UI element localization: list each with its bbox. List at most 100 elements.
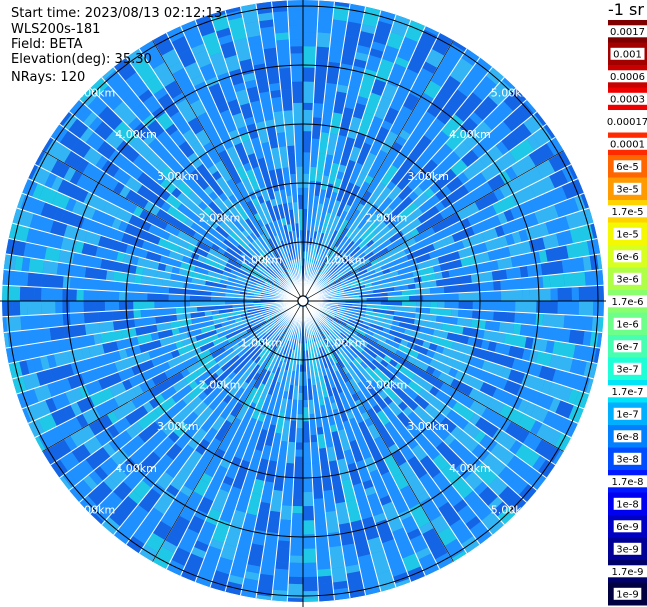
range-bin bbox=[363, 238, 384, 256]
range-bin bbox=[530, 404, 549, 424]
range-bin bbox=[328, 40, 344, 64]
range-bin bbox=[166, 205, 189, 224]
range-bin bbox=[487, 121, 513, 146]
range-bin bbox=[308, 413, 316, 422]
range-bin bbox=[265, 257, 272, 265]
range-bin bbox=[322, 329, 333, 343]
range-bin bbox=[92, 496, 119, 522]
range-bin bbox=[214, 448, 226, 459]
range-bin bbox=[142, 94, 162, 114]
range-bin bbox=[385, 249, 407, 264]
range-bin bbox=[128, 535, 145, 551]
field-label: Field: BETA bbox=[11, 37, 83, 52]
colorbar-label: 3e-8 bbox=[616, 454, 639, 465]
range-bin bbox=[451, 341, 474, 356]
range-bin bbox=[346, 184, 361, 207]
range-bin bbox=[437, 301, 445, 309]
range-bin bbox=[125, 189, 149, 209]
ray-gap bbox=[34, 303, 298, 439]
ray-gap bbox=[194, 306, 302, 583]
range-bin bbox=[28, 257, 45, 274]
range-bin bbox=[303, 407, 310, 422]
range-bin bbox=[398, 195, 414, 211]
range-bin bbox=[257, 253, 270, 266]
range-bin bbox=[235, 316, 257, 327]
range-bin bbox=[280, 353, 286, 362]
range-bin bbox=[523, 401, 536, 417]
ray-gap bbox=[303, 1, 335, 296]
range-bin bbox=[138, 488, 162, 513]
range-bin bbox=[524, 336, 534, 350]
range-bin bbox=[125, 244, 149, 259]
range-bin bbox=[42, 260, 59, 276]
range-bin bbox=[282, 340, 290, 355]
range-bin bbox=[310, 245, 318, 267]
range-bin bbox=[274, 345, 283, 360]
range-bin bbox=[250, 240, 263, 254]
range-bin bbox=[232, 466, 249, 490]
range-bin bbox=[280, 419, 291, 442]
range-bin bbox=[569, 224, 594, 244]
range-bin bbox=[314, 526, 329, 549]
range-bin bbox=[165, 443, 183, 461]
range-bin bbox=[344, 200, 360, 222]
range-bin bbox=[436, 106, 455, 125]
range-bin bbox=[497, 211, 508, 225]
range-bin bbox=[499, 177, 524, 199]
range-bin bbox=[204, 545, 222, 564]
range-bin bbox=[355, 318, 364, 324]
range-bin bbox=[396, 168, 417, 191]
range-bin bbox=[217, 350, 237, 368]
range-bin bbox=[113, 194, 138, 215]
range-bin bbox=[487, 410, 512, 433]
range-bin bbox=[260, 274, 268, 280]
range-bin bbox=[525, 222, 550, 241]
range-bin bbox=[177, 203, 199, 222]
range-bin bbox=[258, 501, 271, 511]
range-bin bbox=[546, 137, 564, 156]
range-bin bbox=[112, 309, 134, 321]
range-bin bbox=[309, 420, 318, 436]
range-bin bbox=[391, 449, 408, 467]
range-bin bbox=[272, 251, 279, 260]
range-bin bbox=[262, 339, 274, 353]
range-bin bbox=[211, 229, 226, 243]
range-bin bbox=[291, 245, 297, 260]
range-bin bbox=[383, 395, 393, 406]
range-bin bbox=[167, 431, 180, 444]
range-bin bbox=[345, 372, 354, 381]
range-bin bbox=[567, 164, 578, 181]
range-bin bbox=[132, 479, 152, 500]
range-bin bbox=[299, 364, 303, 372]
range-bin bbox=[366, 239, 375, 248]
range-bin bbox=[217, 247, 226, 255]
range-bin bbox=[154, 393, 166, 405]
range-bin bbox=[257, 219, 265, 228]
range-bin bbox=[303, 463, 313, 478]
colorbar-label: 3e-5 bbox=[616, 184, 639, 195]
range-bin bbox=[272, 220, 284, 242]
range-bin bbox=[220, 354, 240, 373]
range-bin bbox=[180, 572, 197, 582]
range-bin bbox=[396, 211, 418, 231]
range-bin bbox=[95, 246, 119, 262]
ray-gap bbox=[224, 10, 302, 296]
range-bin bbox=[53, 351, 71, 367]
range-bin bbox=[303, 442, 312, 464]
range-bin bbox=[335, 501, 351, 525]
range-bin bbox=[154, 301, 162, 309]
range-bin bbox=[101, 67, 116, 80]
range-bin bbox=[70, 401, 83, 417]
ray-gap bbox=[271, 306, 303, 601]
range-bin bbox=[33, 384, 52, 403]
range-bin bbox=[365, 311, 387, 319]
range-bin bbox=[303, 576, 319, 592]
range-bin bbox=[378, 277, 393, 285]
range-bin bbox=[406, 528, 422, 541]
range-bin bbox=[303, 400, 309, 408]
range-bin bbox=[267, 237, 275, 246]
colorbar-label-bg bbox=[607, 385, 647, 398]
ray-gap bbox=[138, 48, 301, 297]
range-bin bbox=[204, 310, 213, 317]
range-bin bbox=[438, 150, 461, 174]
